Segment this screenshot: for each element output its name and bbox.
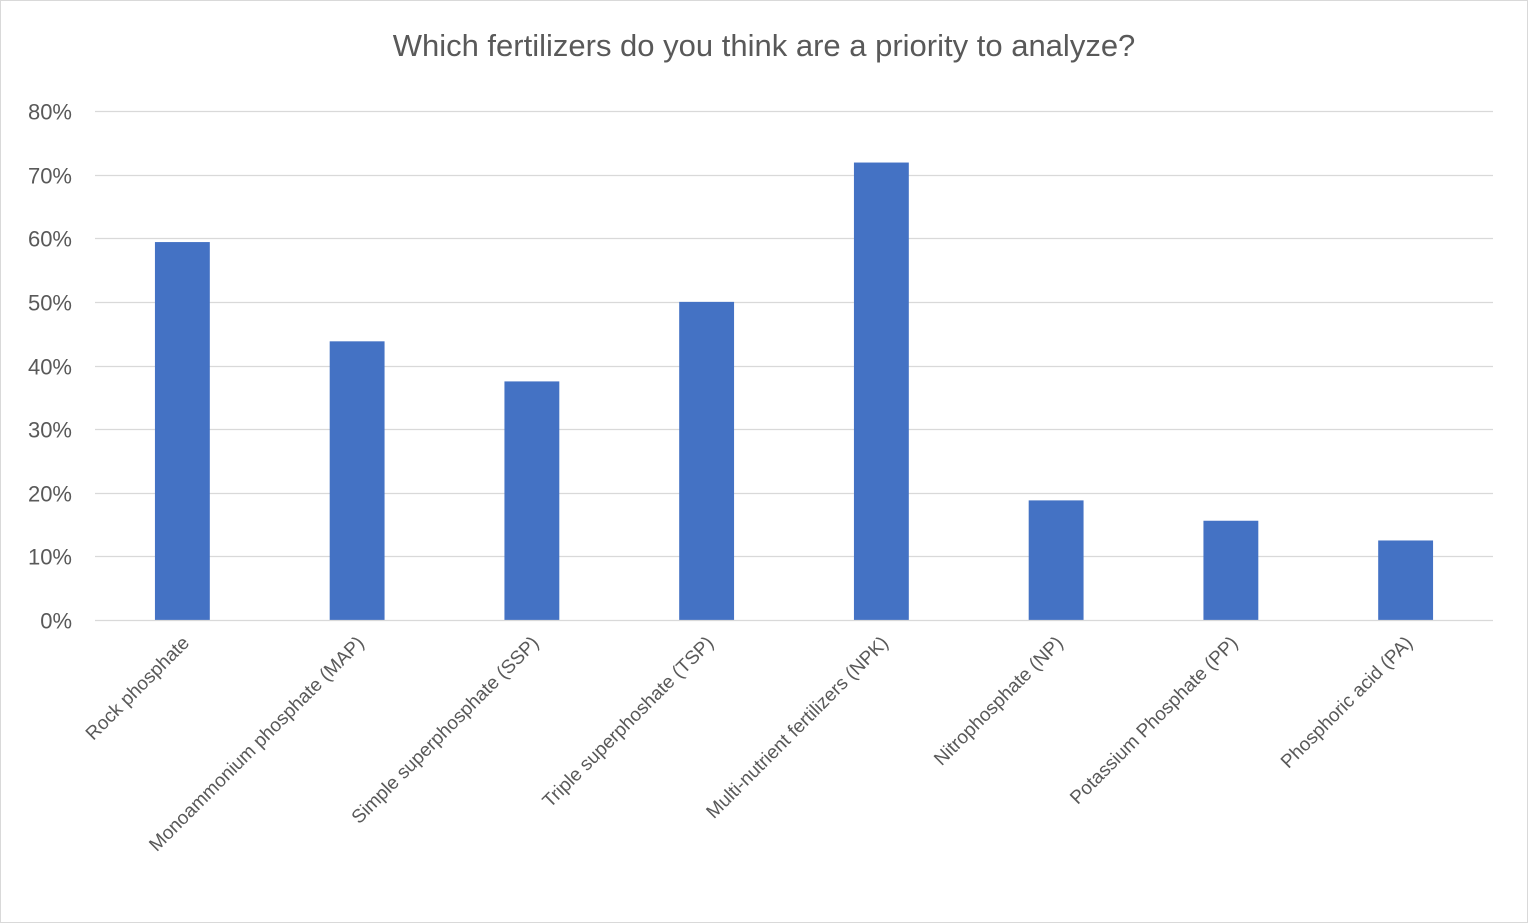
chart-title: Which fertilizers do you think are a pri… — [392, 28, 1136, 63]
y-tick-label: 30% — [28, 418, 72, 443]
x-tick-label: Rock phosphate — [82, 633, 194, 745]
x-tick-label: Nitrophosphate (NP) — [930, 633, 1067, 770]
bar — [329, 341, 385, 620]
y-tick-label: 40% — [28, 355, 72, 380]
bar — [1028, 500, 1084, 620]
x-tick-label: Monoammonium phosphate (MAP) — [145, 633, 368, 856]
y-tick-label: 20% — [28, 482, 72, 507]
y-tick-label: 50% — [28, 291, 72, 316]
y-tick-label: 60% — [28, 227, 72, 252]
x-tick-label: Simple superphosphate (SSP) — [348, 633, 544, 829]
y-tick-label: 70% — [28, 164, 72, 189]
y-tick-label: 80% — [28, 100, 72, 125]
y-tick-label: 0% — [40, 609, 72, 634]
x-tick-label: Phosphoric acid (PA) — [1277, 633, 1417, 773]
y-tick-label: 10% — [28, 545, 72, 570]
y-axis-ticks: 0% 10% 20% 30% 40% 50% 60% 70% 80% — [28, 100, 72, 634]
bar — [679, 301, 735, 620]
gridlines — [95, 110, 1493, 558]
bars — [154, 162, 1434, 620]
x-tick-label: Potassium Phosphate (PP) — [1066, 633, 1242, 809]
bar — [853, 162, 909, 620]
bar — [1378, 540, 1434, 620]
x-tick-label: Multi-nutrient fertilizers (NPK) — [703, 633, 893, 823]
bar — [154, 242, 210, 620]
bar — [1203, 520, 1259, 620]
x-tick-label: Triple superphoshate (TSP) — [539, 633, 718, 812]
bar — [504, 381, 560, 620]
